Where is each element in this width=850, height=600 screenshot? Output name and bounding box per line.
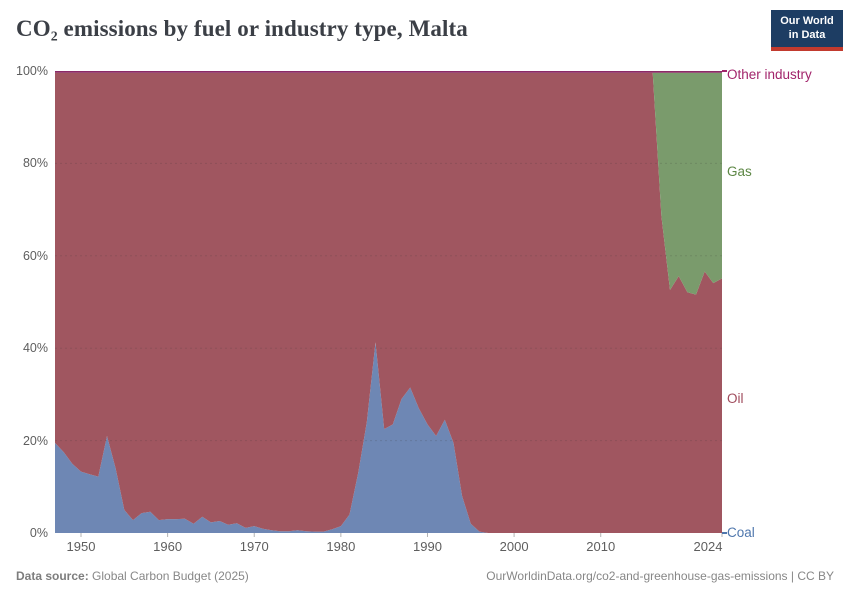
series-label-oil[interactable]: Oil	[727, 391, 744, 406]
x-tick-label: 2000	[499, 539, 529, 554]
owid-logo-line1: Our World	[780, 14, 834, 27]
owid-logo[interactable]: Our World in Data	[771, 10, 843, 51]
y-tick-label: 20%	[22, 433, 48, 448]
x-tick-label: 1990	[413, 539, 442, 554]
y-tick-label: 60%	[22, 248, 48, 263]
x-tick-label: 1960	[153, 539, 183, 554]
y-tick-label: 40%	[22, 341, 48, 356]
other-industry-tick	[722, 70, 727, 72]
series-label-other-industry[interactable]: Other industry	[727, 67, 812, 82]
owid-logo-line2: in Data	[788, 28, 826, 41]
x-tick-label: 1980	[326, 539, 356, 554]
x-tick-label: 2010	[586, 539, 616, 554]
x-tick-label: 1950	[66, 539, 96, 554]
y-tick-label: 100%	[16, 64, 48, 78]
owid-url-link[interactable]: OurWorldinData.org/co2-and-greenhouse-ga…	[486, 569, 834, 583]
area-oil[interactable]	[55, 72, 722, 534]
x-tick-label: 2024	[693, 539, 723, 554]
area-coal[interactable]	[55, 342, 722, 533]
area-other-industry[interactable]	[55, 71, 722, 73]
area-gas[interactable]	[55, 72, 722, 295]
data-source-value: Global Carbon Budget (2025)	[88, 569, 249, 583]
x-tick-label: 1970	[239, 539, 269, 554]
y-tick-label: 80%	[22, 156, 48, 171]
data-source-note: Data source: Global Carbon Budget (2025)	[16, 569, 249, 583]
coal-tick	[722, 532, 727, 534]
series-label-gas[interactable]: Gas	[727, 164, 752, 179]
series-label-coal[interactable]: Coal	[727, 525, 755, 540]
y-tick-label: 0%	[29, 526, 48, 540]
data-source-label: Data source:	[16, 569, 89, 583]
page-title: CO₂ emissions by fuel or industry type, …	[16, 16, 468, 41]
